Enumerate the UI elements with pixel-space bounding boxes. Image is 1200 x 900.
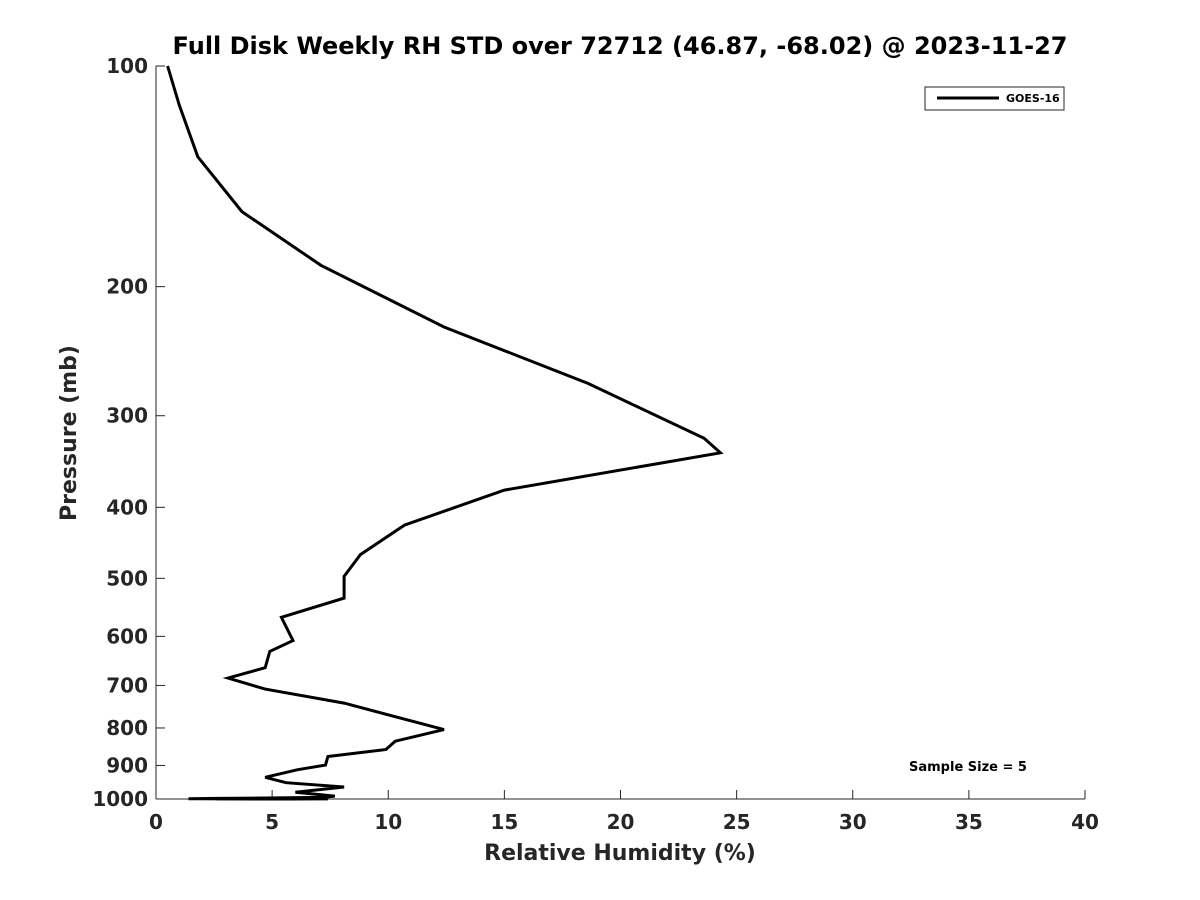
x-tick-label: 25 (723, 810, 751, 834)
y-tick-label: 300 (106, 404, 148, 428)
y-tick-label: 800 (106, 716, 148, 740)
y-tick-label: 100 (106, 54, 148, 78)
y-tick-label: 200 (106, 275, 148, 299)
x-tick-label: 0 (149, 810, 163, 834)
x-tick-label: 15 (490, 810, 518, 834)
x-tick-label: 5 (265, 810, 279, 834)
plot-axes (155, 66, 1085, 800)
y-axis-label: Pressure (mb) (57, 345, 82, 521)
legend-label-goes-16: GOES-16 (1006, 92, 1060, 105)
series-line-goes-16 (166, 65, 724, 801)
y-ticks: 100 200 300 400 500 600 700 800 900 1000 (92, 54, 165, 811)
sample-size-annotation: Sample Size = 5 (909, 760, 1027, 775)
x-axis-label: Relative Humidity (%) (484, 841, 756, 866)
y-tick-label: 900 (106, 753, 148, 777)
x-tick-label: 10 (374, 810, 402, 834)
y-tick-label: 500 (106, 566, 148, 590)
y-tick-label: 700 (106, 673, 148, 697)
series-layer (166, 65, 724, 801)
legend: GOES-16 (924, 86, 1065, 111)
x-tick-label: 20 (607, 810, 635, 834)
x-ticks: 0 5 10 15 20 25 30 35 40 (149, 790, 1099, 834)
x-tick-label: 35 (955, 810, 983, 834)
y-tick-label: 600 (106, 624, 148, 648)
x-tick-label: 30 (839, 810, 867, 834)
chart-title: Full Disk Weekly RH STD over 72712 (46.8… (173, 32, 1068, 60)
y-tick-label: 400 (106, 495, 148, 519)
y-tick-label: 1000 (92, 787, 148, 811)
x-tick-label: 40 (1071, 810, 1099, 834)
